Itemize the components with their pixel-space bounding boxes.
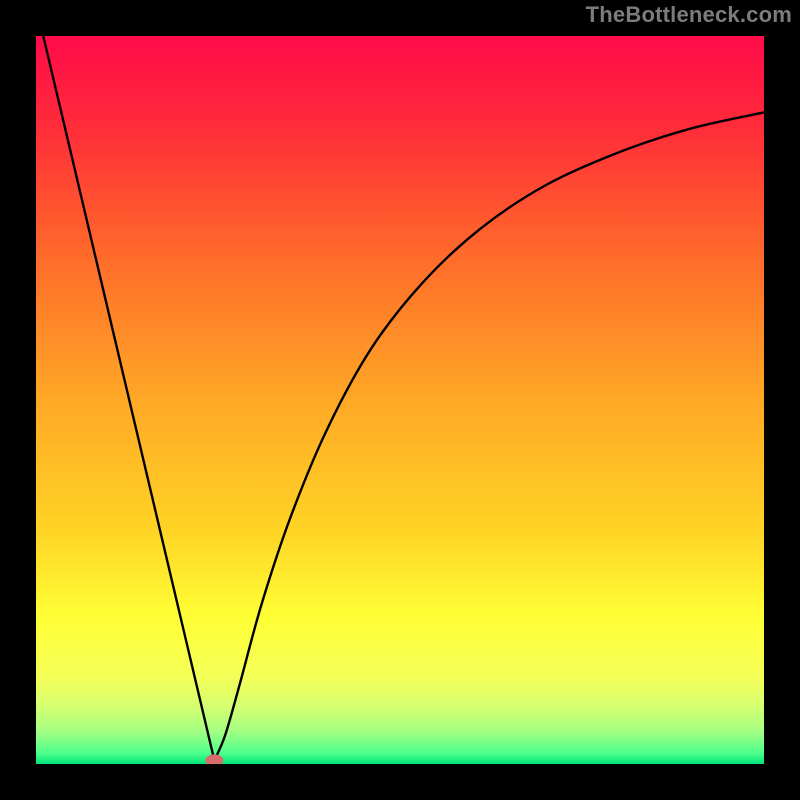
watermark-text: TheBottleneck.com <box>586 2 792 28</box>
chart-stage: TheBottleneck.com <box>0 0 800 800</box>
bottleneck-chart <box>0 0 800 800</box>
